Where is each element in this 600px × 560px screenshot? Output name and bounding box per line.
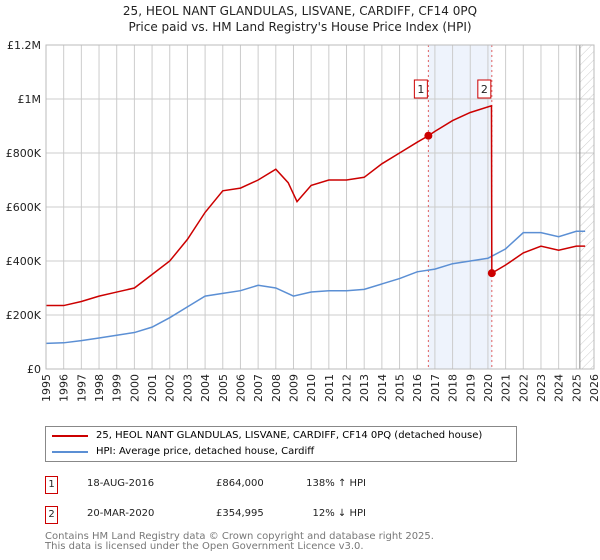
x-tick-label: 2017 bbox=[429, 374, 442, 402]
x-tick-label: 2013 bbox=[358, 374, 371, 402]
transaction-price: £864,000 bbox=[216, 478, 264, 489]
sale-point bbox=[487, 269, 496, 278]
footer: Contains HM Land Registry data © Crown c… bbox=[45, 532, 434, 552]
x-tick-label: 2021 bbox=[500, 374, 513, 402]
x-tick-label: 2007 bbox=[252, 374, 265, 402]
footer-line: This data is licensed under the Open Gov… bbox=[45, 541, 364, 552]
x-tick-label: 2004 bbox=[199, 374, 212, 402]
transaction-price: £354,995 bbox=[216, 508, 264, 519]
annotation-label: 1 bbox=[417, 83, 424, 96]
x-tick-label: 2001 bbox=[146, 374, 159, 402]
legend-swatch-hpi bbox=[52, 450, 88, 453]
x-tick-label: 2024 bbox=[553, 374, 566, 402]
chart-title: 25, HEOL NANT GLANDULAS, LISVANE, CARDIF… bbox=[122, 4, 478, 18]
series-line-price bbox=[46, 104, 586, 307]
x-tick-label: 2020 bbox=[482, 374, 495, 402]
y-tick-label: £800K bbox=[6, 147, 42, 160]
x-tick-label: 2014 bbox=[376, 374, 389, 402]
plot-area: 1995 1996 1997 1998 1999 2000 2001 2002 2003 2004… bbox=[6, 39, 600, 402]
y-tick-label: £200K bbox=[6, 309, 42, 322]
x-tick-label: 2012 bbox=[341, 374, 354, 402]
x-tick-label: 2009 bbox=[287, 374, 300, 402]
annotation-label: 2 bbox=[481, 83, 488, 96]
x-tick-label: 2018 bbox=[447, 374, 460, 402]
chart-subtitle: Price paid vs. HM Land Registry's House … bbox=[128, 20, 472, 34]
legend-label-price: 25, HEOL NANT GLANDULAS, LISVANE, CARDIF… bbox=[96, 430, 483, 441]
transaction-date: 18-AUG-2016 bbox=[87, 478, 155, 489]
y-tick-label: £1M bbox=[18, 93, 42, 106]
x-tick-label: 1995 bbox=[40, 374, 53, 402]
x-tick-label: 2011 bbox=[323, 374, 336, 402]
transaction-date: 20-MAR-2020 bbox=[87, 508, 155, 519]
y-tick-label: £600K bbox=[6, 201, 42, 214]
x-tick-label: 1999 bbox=[111, 374, 124, 402]
annotation-box bbox=[477, 79, 492, 99]
series-line-hpi bbox=[45, 230, 586, 345]
x-tick-label: 2010 bbox=[305, 374, 318, 402]
transaction-badge: 1 bbox=[45, 476, 58, 494]
x-tick-label: 2015 bbox=[394, 374, 407, 402]
transaction-badge: 2 bbox=[45, 506, 58, 524]
x-tick-label: 2005 bbox=[217, 374, 230, 402]
y-tick-label: £400K bbox=[6, 255, 42, 268]
legend: 25, HEOL NANT GLANDULAS, LISVANE, CARDIF… bbox=[45, 426, 517, 462]
legend-label-hpi: HPI: Average price, detached house, Card… bbox=[96, 446, 315, 457]
x-tick-label: 2022 bbox=[517, 374, 530, 402]
x-tick-label: 2008 bbox=[270, 374, 283, 402]
x-tick-label: 1996 bbox=[58, 374, 71, 402]
plot-border bbox=[45, 44, 595, 370]
transaction-hpi: 138% ↑ HPI bbox=[306, 478, 366, 489]
x-tick-label: 2019 bbox=[464, 374, 477, 402]
annotation-box bbox=[413, 79, 428, 99]
x-tick-label: 2006 bbox=[234, 374, 247, 402]
x-tick-label: 2003 bbox=[181, 374, 194, 402]
x-tick-label: 1997 bbox=[75, 374, 88, 402]
x-tick-label: 2026 bbox=[588, 374, 600, 402]
footer-line: Contains HM Land Registry data © Crown c… bbox=[45, 531, 434, 542]
x-tick-label: 2016 bbox=[411, 374, 424, 402]
y-tick-label: £1.2M bbox=[7, 39, 41, 52]
x-tick-label: 2025 bbox=[570, 374, 583, 402]
x-tick-label: 2000 bbox=[128, 374, 141, 402]
transaction-hpi: 12% ↓ HPI bbox=[312, 508, 366, 519]
x-tick-label: 1998 bbox=[93, 374, 106, 402]
y-tick-label: £0 bbox=[27, 363, 41, 376]
x-tick-label: 2023 bbox=[535, 374, 548, 402]
sale-point bbox=[424, 131, 433, 140]
legend-swatch-price bbox=[52, 434, 88, 437]
x-tick-label: 2002 bbox=[164, 374, 177, 402]
